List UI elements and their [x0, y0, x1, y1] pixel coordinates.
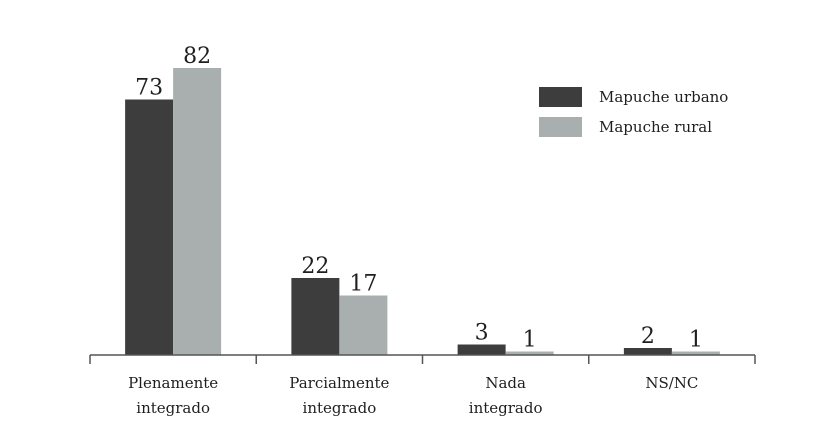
- bar-urbano-1: [291, 278, 340, 355]
- value-label: 3: [475, 321, 489, 346]
- category-label-line: integrado: [469, 399, 543, 417]
- category-label-line: integrado: [136, 399, 210, 417]
- legend-swatch-urbano: [539, 87, 582, 107]
- bars-layer: [125, 68, 720, 355]
- bar-urbano-2: [457, 344, 506, 355]
- category-label: Nada integrado: [469, 374, 543, 417]
- x-axis-ticks: [89, 355, 756, 364]
- category-label: Parcialmente integrado: [289, 374, 389, 417]
- value-label: 1: [523, 328, 537, 353]
- legend-label-rural: Mapuche rural: [599, 118, 712, 136]
- legend: Mapuche urbano Mapuche rural: [539, 87, 728, 137]
- bar-urbano-3: [623, 348, 672, 355]
- category-label-line: Parcialmente: [289, 374, 389, 392]
- value-label: 82: [183, 44, 211, 69]
- category-label: Plenamente integrado: [128, 374, 218, 417]
- bar-rural-0: [173, 68, 222, 355]
- category-label-line: NS/NC: [645, 374, 698, 392]
- legend-label-urbano: Mapuche urbano: [599, 88, 728, 106]
- category-label-line: Nada: [485, 374, 526, 392]
- bar-urbano-0: [125, 99, 174, 355]
- category-label-line: integrado: [303, 399, 377, 417]
- category-label-line: Plenamente: [128, 374, 218, 392]
- category-labels: Plenamente integrado Parcialmente integrado…: [128, 374, 698, 417]
- value-label: 22: [301, 254, 329, 279]
- bar-rural-3: [671, 351, 720, 355]
- category-label: NS/NC: [645, 374, 698, 392]
- value-label: 17: [349, 272, 377, 297]
- bar-rural-1: [339, 295, 388, 355]
- value-labels-layer: 73 82 22 17 3 1 2 1: [135, 44, 703, 353]
- value-label: 1: [689, 328, 703, 353]
- value-label: 73: [135, 76, 163, 101]
- legend-swatch-rural: [539, 117, 582, 137]
- value-label: 2: [641, 324, 655, 349]
- bar-rural-2: [505, 351, 554, 355]
